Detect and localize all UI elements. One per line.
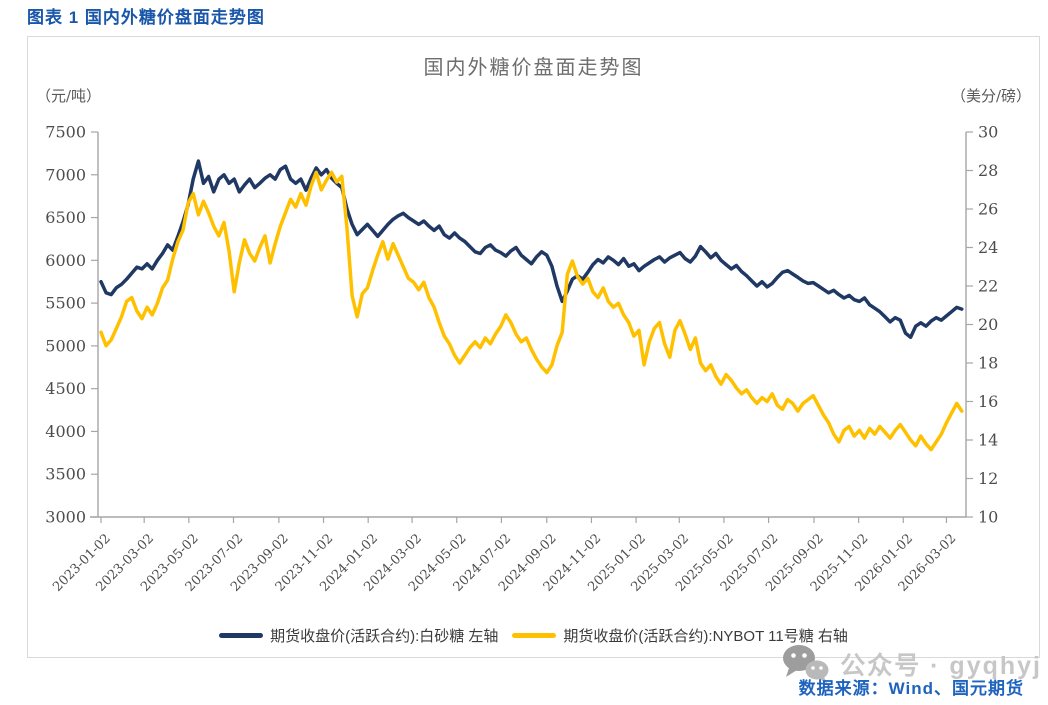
svg-text:28: 28 — [978, 161, 998, 180]
svg-text:10: 10 — [978, 508, 998, 527]
svg-text:18: 18 — [978, 354, 998, 373]
legend-swatch-international — [512, 633, 557, 638]
svg-text:6000: 6000 — [45, 251, 86, 270]
axes — [90, 131, 973, 523]
data-source-note: 数据来源：Wind、国元期货 — [798, 679, 1024, 698]
svg-text:4000: 4000 — [45, 422, 86, 441]
series-line-international — [99, 170, 964, 452]
svg-text:20: 20 — [978, 315, 998, 334]
svg-text:5500: 5500 — [45, 294, 86, 313]
legend: 期货收盘价(活跃合约):白砂糖 左轴 期货收盘价(活跃合约):NYBOT 11号… — [28, 625, 1039, 646]
legend-label-international: 期货收盘价(活跃合约):NYBOT 11号糖 右轴 — [563, 628, 848, 645]
svg-text:16: 16 — [978, 392, 998, 411]
wechat-watermark: 公众号 · gyqhyj — [780, 643, 1042, 685]
right-axis-unit-label: （美分/磅） — [950, 87, 1031, 105]
svg-text:26: 26 — [978, 200, 998, 219]
svg-text:14: 14 — [978, 431, 998, 450]
svg-text:22: 22 — [978, 277, 998, 296]
svg-text:4500: 4500 — [45, 379, 86, 398]
svg-text:5000: 5000 — [45, 336, 86, 355]
svg-text:3500: 3500 — [45, 465, 86, 484]
chart-title: 国内外糖价盘面走势图 — [423, 55, 644, 79]
page-heading: 图表 1 国内外糖价盘面走势图 — [27, 8, 265, 27]
legend-label-domestic: 期货收盘价(活跃合约):白砂糖 左轴 — [270, 628, 499, 645]
legend-swatch-domestic — [219, 633, 264, 638]
wechat-bubbles-icon — [783, 645, 829, 684]
price-trend-plot: 7500 7000 6500 6000 5500 5000 4500 4000 3500 3000… — [45, 123, 998, 595]
left-axis-unit-label: （元/吨） — [36, 87, 102, 105]
legend-item-international: 期货收盘价(活跃合约):NYBOT 11号糖 右轴 — [512, 625, 848, 646]
watermark-text: 公众号 · gyqhyj — [840, 652, 1042, 680]
axis-labels: 7500 7000 6500 6000 5500 5000 4500 4000 3500 3000… — [45, 123, 998, 595]
svg-text:12: 12 — [978, 469, 998, 488]
svg-text:7000: 7000 — [45, 165, 86, 184]
svg-text:7500: 7500 — [45, 123, 86, 142]
svg-text:30: 30 — [978, 123, 998, 142]
svg-text:24: 24 — [978, 238, 998, 257]
chart-panel: 国内外糖价盘面走势图 （元/吨） （美分/磅） 7500 7000 6500 6000… — [27, 36, 1040, 658]
legend-item-domestic: 期货收盘价(活跃合约):白砂糖 左轴 — [219, 625, 498, 646]
svg-text:6500: 6500 — [45, 208, 86, 227]
svg-text:3000: 3000 — [45, 508, 86, 527]
series-line-domestic — [99, 159, 964, 340]
